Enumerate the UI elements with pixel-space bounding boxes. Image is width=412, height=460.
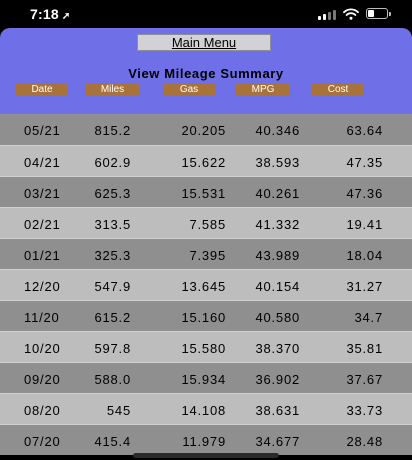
cell-gas: 13.645 (181, 279, 226, 294)
cell-mpg: 40.580 (255, 310, 300, 325)
cell-miles: 625.3 (94, 186, 131, 201)
mileage-table: 05/21 815.2 20.205 40.346 63.64 04/21 60… (0, 114, 412, 455)
cell-mpg: 38.631 (255, 403, 300, 418)
cell-gas: 20.205 (181, 123, 226, 138)
cell-mpg: 40.154 (255, 279, 300, 294)
cell-miles: 545 (106, 403, 131, 418)
cell-gas: 15.934 (181, 372, 226, 387)
column-header-date[interactable]: Date (16, 83, 68, 96)
table-row[interactable]: 07/20 415.4 11.979 34.677 28.48 (0, 424, 412, 455)
cell-date: 11/20 (24, 310, 60, 325)
cell-date: 10/20 (24, 341, 61, 356)
cell-mpg: 36.902 (255, 372, 300, 387)
table-row[interactable]: 04/21 602.9 15.622 38.593 47.35 (0, 145, 412, 176)
table-row[interactable]: 10/20 597.8 15.580 38.370 35.81 (0, 331, 412, 362)
table-row[interactable]: 02/21 313.5 7.585 41.332 19.41 (0, 207, 412, 238)
cell-cost: 34.7 (354, 310, 383, 325)
cell-cost: 28.48 (346, 434, 383, 449)
cell-date: 01/21 (24, 248, 61, 263)
cell-date: 08/20 (24, 403, 61, 418)
cell-gas: 15.580 (181, 341, 226, 356)
cell-mpg: 41.332 (255, 217, 300, 232)
cell-cost: 18.04 (346, 248, 383, 263)
table-row[interactable]: 03/21 625.3 15.531 40.261 47.36 (0, 176, 412, 207)
status-time-text: 7:18 (30, 6, 59, 22)
cell-mpg: 34.677 (255, 434, 300, 449)
cell-cost: 33.73 (346, 403, 383, 418)
cell-date: 05/21 (24, 123, 61, 138)
cell-date: 12/20 (24, 279, 61, 294)
cell-cost: 31.27 (346, 279, 383, 294)
cell-mpg: 43.989 (255, 248, 300, 263)
status-time: 7:18 ➚ (30, 6, 70, 22)
battery-icon (366, 8, 391, 19)
cell-date: 07/20 (24, 434, 61, 449)
column-header-gas[interactable]: Gas (163, 83, 215, 96)
cell-mpg: 38.593 (255, 155, 300, 170)
table-row[interactable]: 11/20 615.2 15.160 40.580 34.7 (0, 300, 412, 331)
cell-miles: 602.9 (94, 155, 131, 170)
cell-gas: 11.979 (182, 434, 226, 449)
table-row[interactable]: 05/21 815.2 20.205 40.346 63.64 (0, 114, 412, 145)
cell-mpg: 40.346 (255, 123, 300, 138)
location-arrow-icon: ➚ (61, 11, 71, 22)
cell-miles: 313.5 (94, 217, 131, 232)
cell-miles: 815.2 (94, 123, 131, 138)
column-header-cost[interactable]: Cost (312, 83, 364, 96)
cell-miles: 547.9 (94, 279, 131, 294)
column-header-miles[interactable]: Miles (85, 83, 140, 96)
cell-gas: 14.108 (181, 403, 226, 418)
cell-miles: 597.8 (94, 341, 131, 356)
header-panel: Main Menu View Mileage Summary Date Mile… (0, 28, 412, 114)
wifi-icon (343, 8, 359, 20)
cell-cost: 47.35 (346, 155, 383, 170)
cell-miles: 415.4 (94, 434, 131, 449)
cell-mpg: 40.261 (255, 186, 300, 201)
cell-cost: 47.36 (346, 186, 383, 201)
cell-gas: 7.395 (189, 248, 226, 263)
cellular-signal-icon (318, 9, 336, 20)
cell-gas: 15.531 (181, 186, 226, 201)
cell-gas: 7.585 (189, 217, 226, 232)
column-header-mpg[interactable]: MPG (236, 83, 290, 96)
cell-date: 03/21 (24, 186, 61, 201)
cell-date: 02/21 (24, 217, 61, 232)
cell-cost: 19.41 (346, 217, 383, 232)
table-row[interactable]: 08/20 545 14.108 38.631 33.73 (0, 393, 412, 424)
status-bar: 7:18 ➚ (0, 0, 412, 28)
main-menu-button[interactable]: Main Menu (137, 34, 271, 51)
home-indicator[interactable] (133, 453, 279, 458)
cell-date: 09/20 (24, 372, 61, 387)
cell-cost: 35.81 (346, 341, 383, 356)
cell-date: 04/21 (24, 155, 61, 170)
cell-miles: 588.0 (94, 372, 131, 387)
cell-miles: 615.2 (94, 310, 131, 325)
cell-cost: 37.67 (346, 372, 383, 387)
table-row[interactable]: 12/20 547.9 13.645 40.154 31.27 (0, 269, 412, 300)
page-title: View Mileage Summary (128, 66, 284, 81)
table-row[interactable]: 01/21 325.3 7.395 43.989 18.04 (0, 238, 412, 269)
cell-cost: 63.64 (346, 123, 383, 138)
cell-mpg: 38.370 (255, 341, 300, 356)
cell-gas: 15.622 (181, 155, 226, 170)
table-row[interactable]: 09/20 588.0 15.934 36.902 37.67 (0, 362, 412, 393)
cell-gas: 15.160 (181, 310, 226, 325)
cell-miles: 325.3 (94, 248, 131, 263)
